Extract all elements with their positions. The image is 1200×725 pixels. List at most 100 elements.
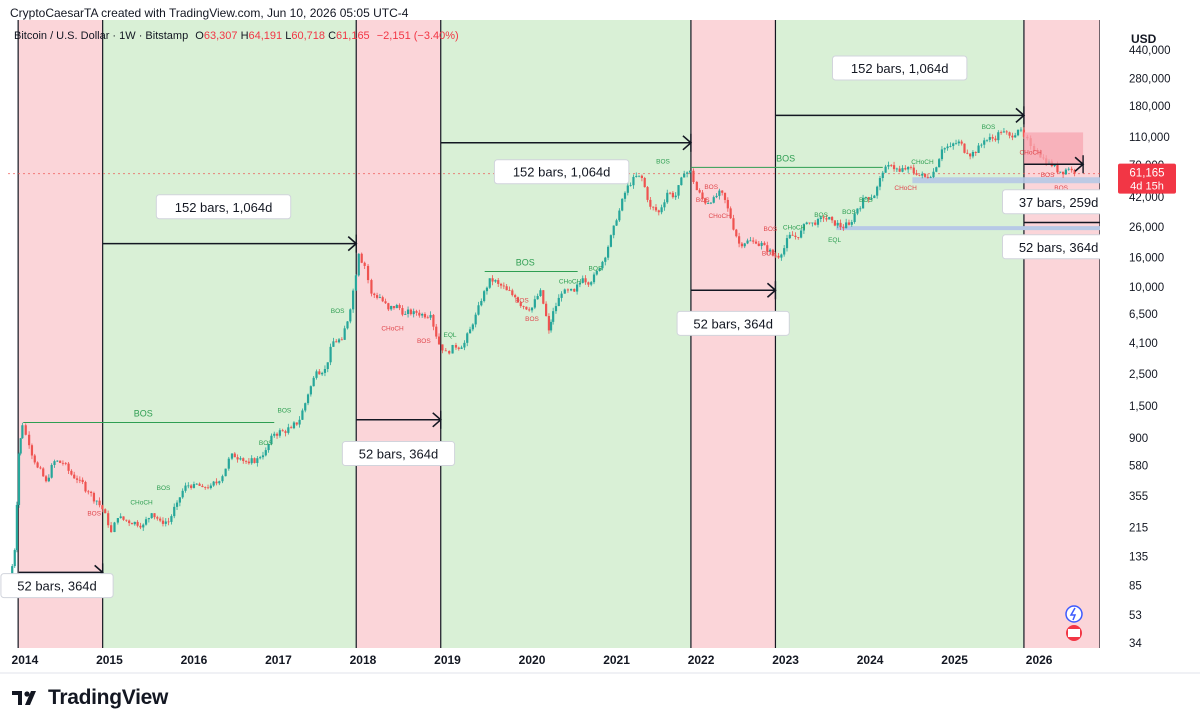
- candle-body: [1005, 131, 1008, 133]
- open-label: O: [195, 30, 204, 42]
- candle-body: [295, 422, 298, 425]
- candle-body: [17, 453, 21, 505]
- candle-body: [497, 280, 500, 284]
- candle-body: [870, 198, 873, 200]
- candle-body: [136, 521, 139, 526]
- candle-body: [946, 146, 949, 149]
- candle-body: [557, 297, 560, 307]
- price-tick-label: 280,000: [1129, 73, 1171, 85]
- brand-name: TradingView: [48, 686, 169, 709]
- candle-body: [601, 261, 604, 269]
- candle-body: [830, 216, 834, 221]
- candle-body: [28, 434, 31, 446]
- candle-body: [142, 524, 145, 528]
- tradingview-brand[interactable]: TradingView: [12, 686, 168, 710]
- time-tick-label: 2015: [96, 653, 123, 667]
- candle-body: [974, 151, 977, 153]
- candle-body: [423, 313, 427, 318]
- candle-body: [221, 476, 224, 482]
- candle-body: [418, 312, 421, 316]
- candle-body: [966, 152, 969, 154]
- candle-body: [732, 218, 735, 230]
- candle-body: [842, 227, 845, 229]
- candle-body: [592, 274, 596, 283]
- candle-body: [352, 290, 355, 310]
- candle-body: [752, 240, 755, 242]
- time-tick-label: 2026: [1026, 653, 1053, 667]
- candle-body: [552, 311, 555, 322]
- symbol-name[interactable]: Bitcoin / U.S. Dollar · 1W · Bitstamp: [14, 30, 189, 42]
- candle-body: [312, 377, 315, 387]
- time-tick-label: 2022: [688, 653, 715, 667]
- candle-body: [444, 350, 447, 352]
- candle-body: [609, 235, 613, 247]
- candle-body: [735, 229, 738, 237]
- candle-body: [901, 168, 904, 172]
- candle-body: [643, 178, 646, 188]
- candle-body: [298, 419, 301, 425]
- candle-body: [709, 202, 713, 204]
- candle-body: [777, 255, 780, 258]
- candle-body: [404, 313, 407, 315]
- candle-body: [729, 208, 732, 219]
- candle-body: [1002, 131, 1006, 133]
- candle-body: [536, 295, 539, 300]
- candle-body: [122, 516, 125, 520]
- candle-body: [712, 197, 715, 203]
- alert-icon: [1065, 605, 1083, 623]
- candle-body: [581, 278, 584, 283]
- candle-body: [954, 143, 958, 145]
- price-tick-label: 180,000: [1129, 101, 1171, 113]
- candle-body: [267, 444, 270, 451]
- candle-body: [640, 175, 644, 179]
- candle-body: [695, 181, 698, 191]
- candle-body: [525, 306, 528, 310]
- candle-body: [666, 192, 669, 203]
- price-tick-label: 440,000: [1129, 45, 1171, 57]
- candle-body: [890, 164, 893, 166]
- candle-body: [321, 372, 324, 375]
- candle-body: [774, 255, 777, 257]
- structure-label: BOS: [859, 197, 873, 204]
- structure-label: BOS: [704, 184, 718, 191]
- candle-body: [92, 492, 96, 502]
- candle-body: [384, 301, 387, 304]
- candle-body: [392, 305, 396, 309]
- candle-body: [994, 138, 997, 141]
- highlight-box: [1023, 132, 1084, 165]
- candle-body: [859, 208, 862, 210]
- candle-body: [621, 198, 624, 211]
- candle-body: [921, 173, 924, 176]
- measure-label: 152 bars, 1,064d: [175, 200, 273, 215]
- measure-label-box: [341, 441, 456, 467]
- measure-label: 152 bars, 1,064d: [851, 61, 949, 76]
- candle-body: [33, 455, 36, 463]
- candle-body: [635, 175, 638, 177]
- candle-body: [395, 305, 398, 309]
- candle-body: [292, 422, 296, 429]
- candle-body: [839, 222, 842, 228]
- candle-body: [771, 249, 775, 256]
- low-label: L: [285, 30, 292, 42]
- candle-body: [1008, 132, 1011, 136]
- candle-body: [309, 386, 312, 395]
- candle-body: [164, 521, 167, 524]
- candle-body: [707, 203, 710, 204]
- candle-body: [850, 222, 853, 225]
- candle-body: [542, 290, 545, 304]
- candle-body: [73, 474, 76, 479]
- candle-body: [480, 300, 483, 306]
- candle-body: [822, 217, 825, 219]
- candle-body: [119, 516, 122, 519]
- candle-body: [381, 297, 384, 302]
- currency-label[interactable]: USD: [1131, 32, 1157, 46]
- candle-body: [287, 427, 290, 433]
- candle-body: [278, 430, 281, 436]
- cycle-zones: [17, 20, 1101, 648]
- candle-body: [281, 430, 284, 432]
- candle-body: [454, 344, 458, 348]
- candle-body: [187, 485, 190, 487]
- candle-body: [797, 237, 800, 238]
- candle-body: [983, 140, 986, 145]
